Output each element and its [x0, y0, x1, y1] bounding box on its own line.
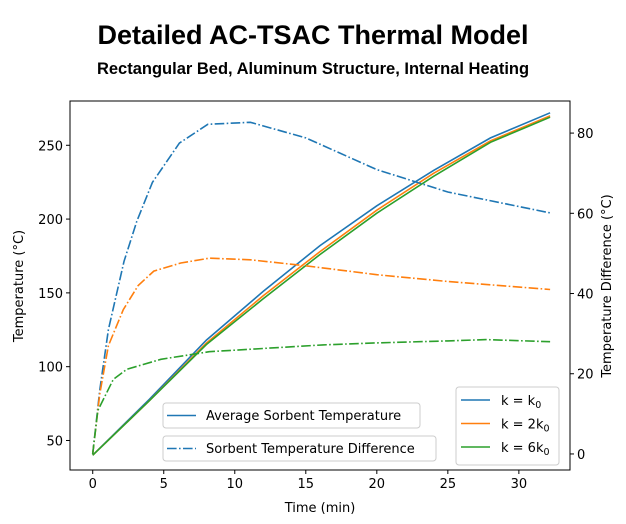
- legend-k-box: [455, 386, 560, 466]
- y-axis-label: Temperature (°C): [12, 230, 27, 343]
- x-axis-label: Time (min): [284, 501, 356, 516]
- plot-area: 0 5 10 15 20 25 30 50 100 150 200 250 0 20 40 60 80 Avera…: [38, 100, 594, 492]
- legend-label: Sorbent Temperature Difference: [206, 442, 415, 457]
- x-tick-label: 5: [160, 477, 168, 492]
- series-line-0: [92, 112, 551, 456]
- legend-k-label: k = 2k0: [501, 418, 550, 435]
- x-tick-label: 30: [511, 477, 528, 492]
- plot-frame: [69, 100, 571, 471]
- x-tick-label: 20: [369, 477, 386, 492]
- x-tick-label: 10: [226, 477, 243, 492]
- legend-label: Average Sorbent Temperature: [206, 409, 401, 424]
- y2-tick-label: 20: [577, 368, 594, 383]
- y-tick-label: 250: [38, 139, 63, 154]
- y2-tick-label: 60: [577, 207, 594, 222]
- series-line-3: [91, 121, 551, 455]
- y-tick-label: 150: [38, 287, 63, 302]
- legend-k-label: k = k0: [501, 394, 541, 411]
- x-tick-label: 0: [89, 477, 97, 492]
- y2-tick-label: 80: [577, 127, 594, 142]
- series-line-5: [91, 338, 551, 455]
- x-tick-label: 25: [440, 477, 457, 492]
- series-line-2: [92, 116, 551, 456]
- x-tick-label: 15: [298, 477, 315, 492]
- y-tick-label: 100: [38, 361, 63, 376]
- legend-style-box: [162, 402, 421, 429]
- y2-tick-label: 40: [577, 288, 594, 303]
- series-line-4: [91, 257, 551, 455]
- y2-axis-label: Temperature Difference (°C): [600, 194, 615, 378]
- chart-subtitle: Rectangular Bed, Aluminum Structure, Int…: [97, 60, 529, 78]
- y-tick-label: 200: [38, 213, 63, 228]
- legend-style-box: [162, 435, 437, 462]
- y-tick-label: 50: [46, 434, 63, 449]
- chart-title: Detailed AC-TSAC Thermal Model: [97, 20, 528, 50]
- legend-k-label: k = 6k0: [501, 441, 550, 458]
- y2-tick-label: 0: [577, 448, 585, 463]
